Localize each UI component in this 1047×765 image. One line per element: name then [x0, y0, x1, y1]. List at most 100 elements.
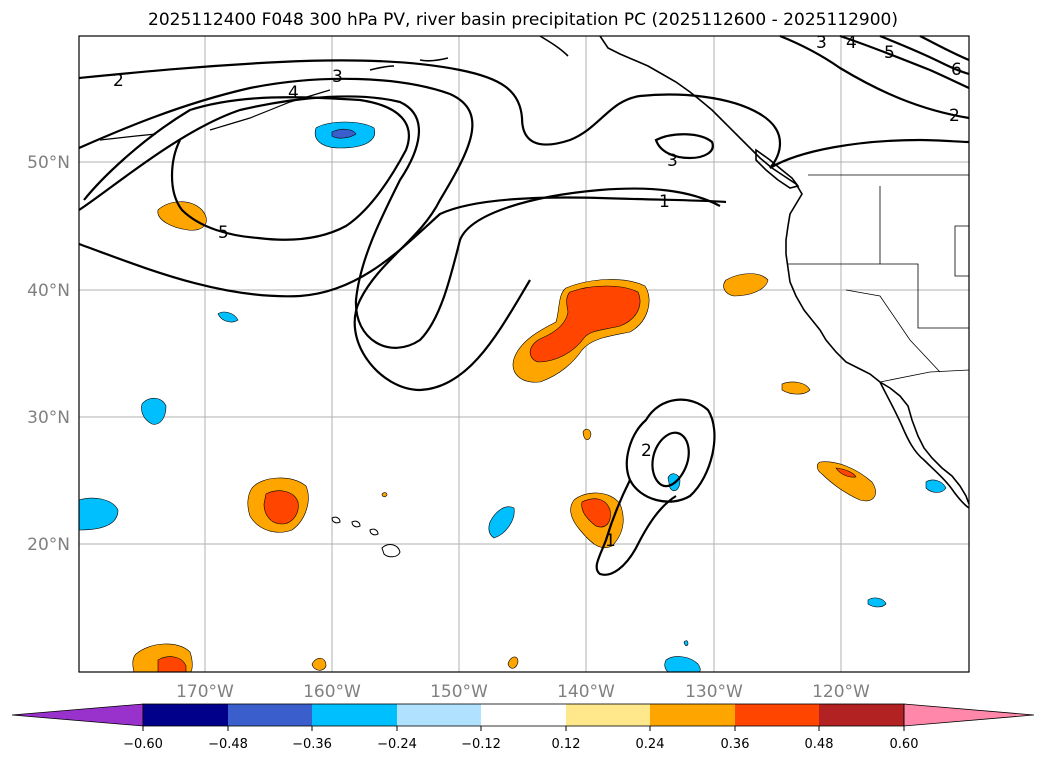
positive-anomaly-offshore-ca — [781, 381, 811, 395]
contour-label: 1 — [659, 192, 670, 212]
positive-anomaly-west-coast — [723, 273, 769, 297]
positive-anomaly-small-b — [507, 656, 519, 669]
island-big-island — [381, 544, 401, 558]
negative-anomaly-baja-coast — [925, 479, 947, 493]
island-oahu — [351, 520, 361, 528]
positive-anomaly-small-c — [582, 428, 592, 441]
land — [99, 35, 970, 509]
colorbar-segment — [735, 704, 819, 726]
cb-tick-label: 0.48 — [805, 737, 834, 752]
colorbar-segment — [312, 704, 397, 726]
latitude-labels: 50°N 40°N 30°N 20°N — [27, 153, 70, 555]
lon-label-150w: 150°W — [430, 682, 488, 702]
contour-label: 2 — [113, 71, 124, 91]
island-kauai — [331, 516, 341, 524]
baja-peninsula — [879, 381, 970, 509]
colorbar: −0.60 −0.48 −0.36 −0.24 −0.12 0.12 0.24 … — [11, 703, 1035, 752]
colorbar-segment — [481, 704, 566, 726]
cb-tick-label: 0.24 — [636, 737, 665, 752]
cb-tick-label: −0.24 — [377, 737, 417, 752]
pv-contour-2-west — [78, 59, 781, 169]
colorbar-segment — [143, 704, 228, 726]
contour-label: 2 — [641, 441, 652, 461]
pv-contour-ne-5 — [879, 34, 970, 76]
longitude-labels: 170°W 160°W 150°W 140°W 130°W 120°W — [176, 682, 870, 702]
political-borders — [788, 174, 970, 383]
state-borders-c — [845, 289, 941, 373]
strong-anomaly-central-pacific — [529, 285, 641, 363]
lon-label-130w: 130°W — [685, 682, 743, 702]
contour-label: 1 — [605, 531, 616, 551]
pv-contour-ne-4 — [839, 34, 970, 90]
map-frame — [78, 35, 970, 673]
negative-anomaly-small-nw — [217, 311, 239, 323]
lat-label-30n: 30°N — [27, 408, 70, 428]
negative-anomaly-small-center — [683, 640, 689, 647]
positive-anomaly-small-a — [311, 657, 327, 671]
map-title: 2025112400 F048 300 hPa PV, river basin … — [148, 10, 898, 30]
strong-anomaly-baja — [835, 467, 857, 478]
north-america-coastline — [599, 35, 970, 505]
contour-label: 2 — [949, 106, 960, 126]
positive-precip-anomalies — [132, 201, 876, 673]
pv-contour-5-center — [83, 96, 410, 241]
negative-anomaly-west — [141, 397, 167, 425]
island-maui — [369, 528, 379, 536]
pv-contour-1 — [78, 196, 727, 298]
pv-contour-3-west — [78, 77, 531, 392]
lat-label-20n: 20°N — [27, 535, 70, 555]
cb-tick-label: 0.36 — [721, 737, 750, 752]
strong-anomaly-subtropics — [581, 498, 611, 528]
strong-anomaly-south-west — [157, 656, 187, 673]
lat-label-40n: 40°N — [27, 281, 70, 301]
pv-contour-subtropical-2 — [625, 398, 716, 503]
lon-label-160w: 160°W — [303, 682, 361, 702]
colorbar-outline — [142, 703, 905, 727]
colorbar-segment — [819, 704, 904, 726]
negative-precip-anomalies — [78, 121, 947, 673]
colorbar-extend-min — [11, 703, 144, 727]
cb-tick-label: −0.12 — [461, 737, 501, 752]
us-mexico-border — [879, 369, 970, 383]
aleutian-chain-west — [99, 133, 157, 141]
cb-tick-label: −0.60 — [123, 737, 163, 752]
contour-label: 4 — [288, 83, 299, 103]
map-panel: 2 3 4 5 3 1 3 4 5 6 2 2 1 — [78, 33, 970, 673]
cb-tick-label: 0.12 — [552, 737, 581, 752]
pv-contours — [78, 34, 970, 576]
colorbar-segment — [566, 704, 650, 726]
lon-label-120w: 120°W — [812, 682, 870, 702]
hawaiian-islands — [331, 516, 401, 558]
colorbar-segment — [228, 704, 312, 726]
lon-label-170w: 170°W — [176, 682, 234, 702]
negative-anomaly-se — [867, 597, 887, 608]
contour-label: 5 — [218, 223, 229, 243]
positive-anomaly-baja — [816, 461, 876, 502]
state-borders-b — [880, 263, 969, 329]
pv-contour-ne-3 — [779, 34, 970, 120]
strong-negative-anomaly-gulf-alaska — [331, 128, 357, 139]
negative-anomaly-south-center — [664, 656, 701, 673]
alaska-islands-a — [539, 35, 569, 57]
pv-contour-ne-2 — [769, 138, 970, 169]
contour-label: 4 — [846, 33, 857, 53]
contour-labels: 2 3 4 5 3 1 3 4 5 6 2 2 1 — [113, 33, 962, 551]
contour-label: 3 — [332, 67, 343, 87]
alaska-islands-b — [419, 57, 449, 62]
contour-label: 3 — [667, 151, 678, 171]
cb-tick-label: −0.48 — [208, 737, 248, 752]
lon-label-140w: 140°W — [557, 682, 615, 702]
colorbar-extend-max — [903, 703, 1035, 727]
colorbar-segment — [397, 704, 481, 726]
colorbar-segment — [650, 704, 735, 726]
contour-label: 5 — [884, 43, 895, 63]
pv-contour-3-closed — [654, 133, 714, 160]
pv-contour-ne-6 — [919, 35, 970, 62]
pv-contour-subtropical-1 — [595, 479, 677, 576]
negative-anomaly-south-hawaii — [488, 506, 515, 539]
cb-tick-label: 0.60 — [890, 737, 919, 752]
pv-contour-subtropical-2-inner — [651, 431, 690, 488]
colorbar-tick-marks — [142, 726, 905, 731]
colorbar-tick-labels: −0.60 −0.48 −0.36 −0.24 −0.12 0.12 0.24 … — [123, 737, 918, 752]
